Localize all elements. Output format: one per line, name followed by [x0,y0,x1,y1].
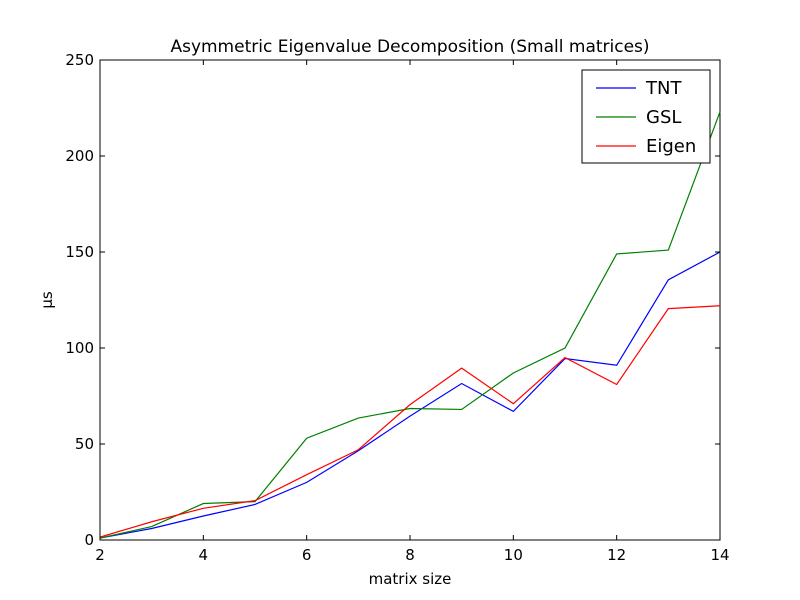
y-tick-label: 150 [65,243,94,261]
chart-title: Asymmetric Eigenvalue Decomposition (Sma… [170,37,649,57]
legend-label-eigen: Eigen [646,136,696,157]
y-axis-label: μs [38,291,56,309]
x-tick-label: 6 [302,546,312,564]
x-axis-label: matrix size [369,570,452,588]
series-line-tnt [99,251,721,539]
tick-layer: 2 4 6 8 10 12 14 0 50 100 150 200 250 [65,51,729,564]
legend: TNT GSL Eigen [581,69,711,164]
x-tick-label: 2 [95,546,105,564]
x-tick-label: 8 [405,546,415,564]
series-line-gsl [99,111,721,539]
x-tick-label: 10 [504,546,523,564]
y-tick-label: 250 [65,51,94,69]
y-tick-label: 50 [75,435,94,453]
x-tick-label: 4 [199,546,209,564]
legend-label-gsl: GSL [646,107,681,128]
y-tick-label: 100 [65,339,94,357]
y-tick-label: 200 [65,147,94,165]
legend-label-tnt: TNT [645,78,682,99]
series-line-eigen [99,305,721,538]
y-tick-label: 0 [84,531,94,549]
x-tick-label: 14 [710,546,729,564]
x-tick-label: 12 [607,546,626,564]
series-layer [99,111,721,539]
